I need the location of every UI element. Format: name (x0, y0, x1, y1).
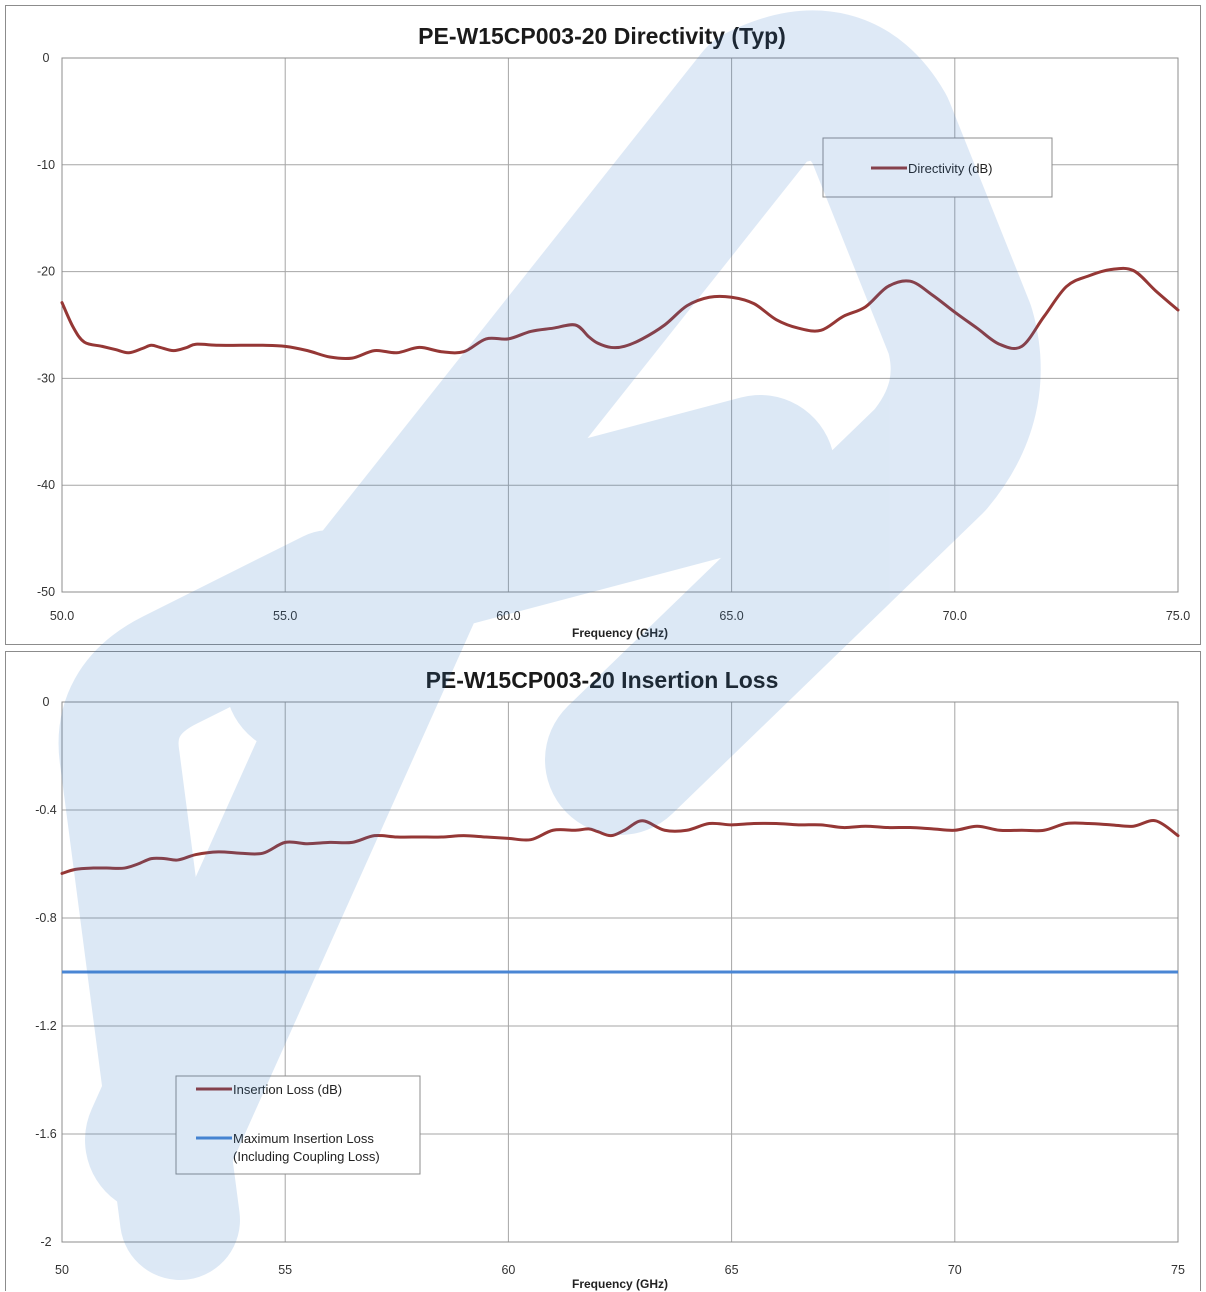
directivity-chart: PE-W15CP003-20 Directivity (Typ) 0 -10 -20… (37, 23, 1190, 640)
legend-label-max-insertion-loss-line1: Maximum Insertion Loss (233, 1131, 374, 1146)
x-tick-label: 75 (1171, 1263, 1185, 1277)
y-tick-label: -2 (40, 1235, 51, 1249)
insertion-loss-chart: PE-W15CP003-20 Insertion Loss 0 -0.4 -0.8 -… (35, 667, 1185, 1291)
legend: Directivity (dB) (822, 137, 1053, 198)
y-axis-ticks: 0 -10 -20 -30 -40 -50 (37, 51, 55, 599)
x-tick-label: 70.0 (943, 609, 967, 623)
x-axis-ticks: 50.0 55.0 60.0 65.0 70.0 75.0 (50, 609, 1190, 623)
y-tick-label: -50 (37, 585, 55, 599)
x-tick-label: 70 (948, 1263, 962, 1277)
x-tick-label: 50 (55, 1263, 69, 1277)
legend-box (822, 137, 1053, 198)
y-tick-label: 0 (43, 695, 50, 709)
y-tick-label: -0.4 (35, 803, 57, 817)
x-tick-label: 50.0 (50, 609, 74, 623)
y-tick-label: -1.6 (35, 1127, 57, 1141)
x-axis-ticks: 50 55 60 65 70 75 (55, 1263, 1185, 1277)
series-line-insertion-loss (60, 819, 1180, 875)
legend-box (175, 1075, 421, 1175)
y-tick-label: -40 (37, 478, 55, 492)
insertion-loss-chart-panel: PE-W15CP003-20 Insertion Loss 0 -0.4 -0.8 -… (5, 651, 1201, 1291)
y-tick-label: -0.8 (35, 911, 57, 925)
legend-label-directivity: Directivity (dB) (908, 161, 993, 176)
y-tick-label: -30 (37, 371, 55, 385)
y-tick-label: -1.2 (35, 1019, 57, 1033)
y-tick-label: -10 (37, 158, 55, 172)
y-axis-ticks: 0 -0.4 -0.8 -1.2 -1.6 -2 (35, 695, 57, 1249)
x-tick-label: 65 (725, 1263, 739, 1277)
chart-title: PE-W15CP003-20 Directivity (Typ) (418, 23, 786, 49)
directivity-chart-panel: PE-W15CP003-20 Directivity (Typ) 0 -10 -20… (5, 5, 1201, 645)
x-tick-label: 75.0 (1166, 609, 1190, 623)
legend-label-insertion-loss: Insertion Loss (dB) (233, 1082, 342, 1097)
x-tick-label: 55 (278, 1263, 292, 1277)
x-tick-label: 55.0 (273, 609, 297, 623)
y-tick-label: -20 (37, 265, 55, 279)
series-line-directivity (60, 266, 1180, 361)
x-tick-label: 60 (501, 1263, 515, 1277)
x-axis-label: Frequency (GHz) (572, 626, 668, 640)
plot-area (61, 57, 1179, 593)
legend-label-max-insertion-loss-line2: (Including Coupling Loss) (233, 1149, 380, 1164)
x-tick-label: 65.0 (719, 609, 743, 623)
chart-title: PE-W15CP003-20 Insertion Loss (426, 667, 779, 693)
x-axis-label: Frequency (GHz) (572, 1277, 668, 1291)
legend: Insertion Loss (dB) Maximum Insertion Lo… (175, 1075, 421, 1175)
x-tick-label: 60.0 (496, 609, 520, 623)
y-tick-label: 0 (43, 51, 50, 65)
